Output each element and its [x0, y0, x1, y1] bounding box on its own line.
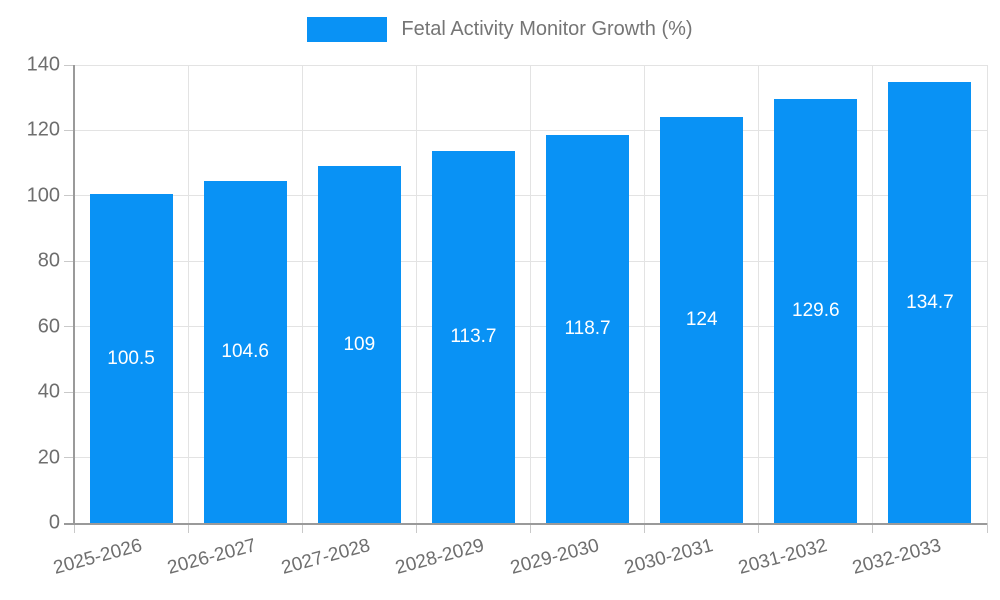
x-tick-label: 2032-2033	[850, 535, 944, 579]
x-gridline	[415, 65, 417, 523]
legend-swatch-icon	[307, 16, 388, 42]
plot-area: 0 20 40 60 80 100 120 140 100.5 2025-2026 104.6 202…	[27, 54, 988, 579]
y-tick-label: 20	[37, 446, 60, 469]
bar-value-label: 118.7	[564, 317, 611, 339]
x-axis-line	[64, 523, 987, 525]
x-gridline	[758, 65, 760, 523]
y-tick-label: 40	[37, 380, 60, 403]
bar[interactable]	[203, 180, 287, 523]
bar-value-label: 129.6	[792, 300, 840, 321]
y-tick-mark	[64, 326, 74, 328]
x-tick-mark	[301, 523, 303, 533]
x-gridline	[644, 65, 646, 523]
bar[interactable]	[317, 166, 401, 523]
chart-legend[interactable]: Fetal Activity Monitor Growth (%)	[0, 12, 1000, 46]
y-tick-label: 0	[48, 511, 60, 534]
bar-value-label: 113.7	[450, 326, 497, 348]
y-tick-label: 120	[26, 118, 60, 141]
legend-label: Fetal Activity Monitor Growth (%)	[401, 17, 693, 40]
y-axis-line	[73, 65, 75, 523]
bar-value-label: 104.6	[221, 340, 269, 362]
x-gridline	[301, 65, 303, 523]
y-tick-mark	[64, 64, 74, 66]
x-tick-mark	[986, 523, 988, 533]
bar-value-label: 109	[343, 333, 376, 355]
x-tick-label: 2026-2027	[165, 535, 259, 579]
x-gridline	[530, 65, 531, 523]
bar[interactable]	[660, 117, 744, 523]
bar[interactable]	[431, 151, 515, 523]
y-tick-label: 140	[26, 53, 60, 76]
x-tick-label: 2031-2032	[736, 535, 830, 579]
bar[interactable]	[774, 99, 858, 523]
bar-value-label: 100.5	[107, 347, 155, 369]
bar[interactable]	[546, 134, 630, 523]
x-gridline	[872, 65, 874, 523]
y-tick-mark	[64, 260, 74, 262]
x-tick-mark	[644, 523, 646, 533]
bar-value-label: 134.7	[906, 291, 954, 313]
x-tick-mark	[73, 523, 75, 533]
y-tick-mark	[64, 195, 74, 197]
bar[interactable]	[888, 82, 972, 523]
y-tick-label: 80	[37, 249, 60, 272]
x-tick-label: 2025-2026	[51, 535, 145, 579]
x-tick-label: 2029-2030	[507, 535, 601, 579]
x-tick-label: 2030-2031	[621, 535, 716, 579]
bar-value-label: 124	[685, 309, 718, 331]
x-tick-label: 2027-2028	[279, 535, 373, 579]
x-tick-mark	[758, 523, 760, 533]
y-tick-mark	[64, 457, 74, 459]
x-tick-mark	[530, 523, 531, 533]
y-tick-label: 60	[37, 315, 60, 338]
y-tick-mark	[64, 129, 74, 131]
x-tick-mark	[415, 523, 417, 533]
bar[interactable]	[89, 194, 173, 523]
x-tick-label: 2028-2029	[393, 535, 487, 579]
x-gridline	[187, 65, 189, 523]
y-tick-label: 100	[26, 184, 60, 207]
x-tick-mark	[187, 523, 189, 533]
x-tick-mark	[872, 523, 874, 533]
x-gridline	[986, 65, 988, 523]
y-tick-mark	[64, 391, 74, 393]
